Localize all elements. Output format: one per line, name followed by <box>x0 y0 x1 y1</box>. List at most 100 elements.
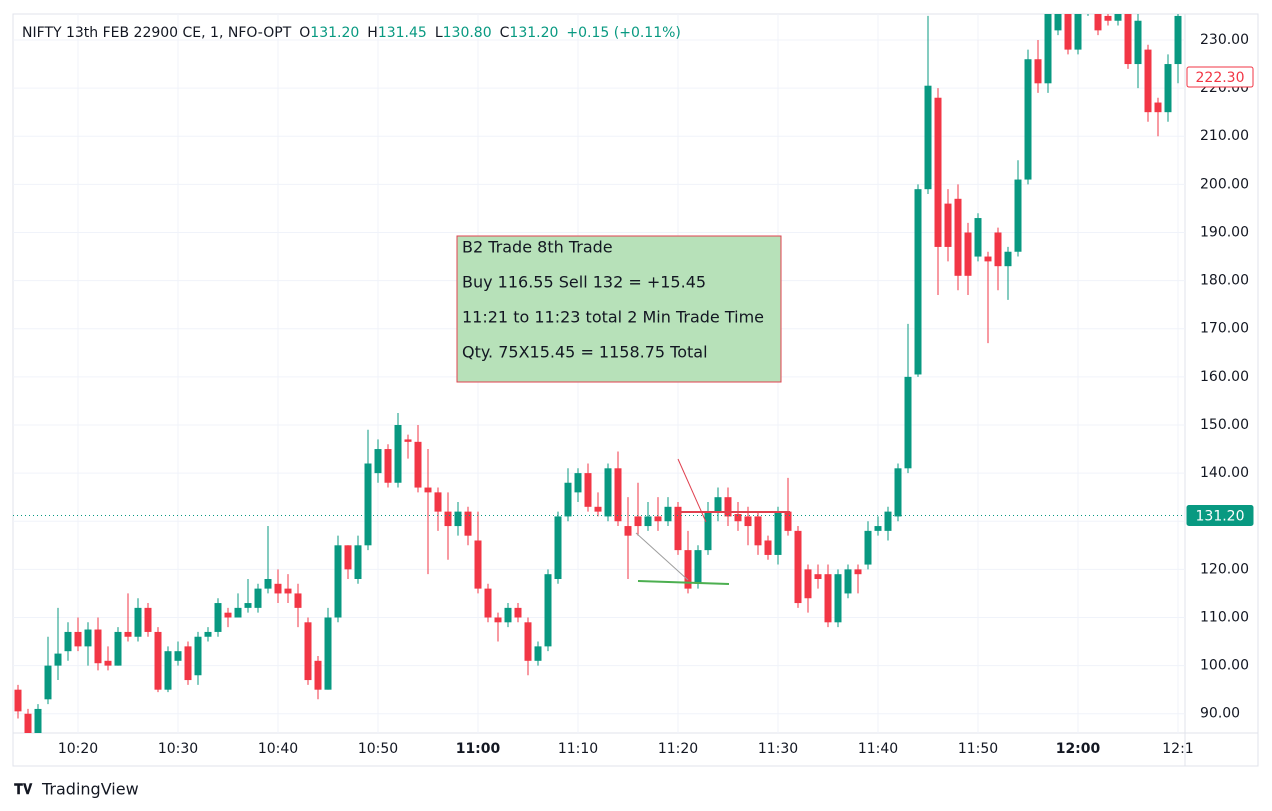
candle-body <box>1044 14 1052 84</box>
candle-body <box>964 232 972 276</box>
candle-body <box>1114 14 1122 21</box>
candle-body <box>254 588 262 608</box>
annotation-box <box>456 235 782 383</box>
candle-body <box>154 631 162 690</box>
candle-body <box>874 526 882 531</box>
x-tick-label: 10:50 <box>358 741 398 757</box>
y-tick-label: 140.00 <box>1200 465 1249 481</box>
candle-body <box>1074 14 1082 50</box>
c-key: C <box>500 25 510 41</box>
arrow-line <box>635 532 689 581</box>
y-tick-label: 210.00 <box>1200 128 1249 144</box>
candle-body <box>504 607 512 623</box>
candle-body <box>584 473 592 507</box>
candle-body <box>424 487 432 493</box>
candle-body <box>624 526 632 536</box>
candle-body <box>1014 179 1022 252</box>
x-tick-label: 11:40 <box>858 741 898 757</box>
candle-body <box>1085 0 1092 11</box>
candle-body <box>354 545 362 579</box>
candle-body <box>404 439 412 442</box>
y-tick-label: 110.00 <box>1200 609 1249 625</box>
candle-body <box>994 232 1002 267</box>
candle-body <box>484 588 492 618</box>
annotation: B2 Trade 8th Trade Buy 116.55 Sell 132 = … <box>462 238 764 362</box>
candle-body <box>854 569 862 575</box>
y-tick-label: 180.00 <box>1200 273 1249 289</box>
annotation-line: B2 Trade 8th Trade <box>462 238 613 257</box>
candle-body <box>664 506 672 522</box>
y-tick-label: 230.00 <box>1200 32 1249 48</box>
candle-body <box>264 578 272 589</box>
candle-body <box>524 622 532 661</box>
candle-body <box>1134 20 1142 65</box>
candle-body <box>844 569 852 594</box>
candle-body <box>754 516 762 546</box>
candle-body <box>674 506 682 551</box>
candle-body <box>334 545 342 618</box>
o-value: 131.20 <box>310 25 359 41</box>
candle-body <box>944 203 952 247</box>
drawings <box>635 458 790 585</box>
candle-body <box>454 511 462 527</box>
y-tick-label: 90.00 <box>1200 706 1240 722</box>
change: +0.15 (+0.11%) <box>566 25 680 41</box>
candle-body <box>274 583 282 594</box>
price-badge <box>1186 66 1254 88</box>
candle-body <box>1124 14 1132 65</box>
x-tick-label: 12:00 <box>1056 741 1101 757</box>
candle-body <box>24 713 32 733</box>
candle-body <box>904 376 912 469</box>
candle-body <box>34 708 42 733</box>
candle-body <box>834 574 842 623</box>
candle-body <box>1054 14 1062 31</box>
candle-body <box>314 660 322 690</box>
header: NIFTY 13th FEB 22900 CE, 1, NFO-OPT O131.… <box>22 25 681 41</box>
candle-body <box>1094 14 1102 31</box>
price-badge-label: 131.20 <box>1196 508 1245 524</box>
l-value: 130.80 <box>443 25 492 41</box>
candle-body <box>474 540 482 589</box>
candle-body <box>1154 102 1162 113</box>
l-key: L <box>435 25 443 41</box>
candle-body <box>384 449 392 483</box>
annotation-line: Buy 116.55 Sell 132 = +15.45 <box>462 273 706 292</box>
footer: TradingView <box>41 780 139 799</box>
candle-body <box>1104 15 1112 21</box>
candle-body <box>884 511 892 531</box>
candle-body <box>1174 15 1182 65</box>
candle-body <box>104 660 112 666</box>
candle-body <box>364 463 372 546</box>
candle-body <box>124 631 132 637</box>
candle-body <box>714 497 722 512</box>
candle-body <box>684 550 692 589</box>
candle-body <box>14 689 22 712</box>
price-badge <box>1186 504 1254 526</box>
candle-body <box>184 646 192 681</box>
candle-body <box>44 665 52 700</box>
candle-body <box>784 511 792 531</box>
candle-body <box>1004 251 1012 267</box>
candle-body <box>934 97 942 247</box>
x-tick-label: 12:1 <box>1162 741 1193 757</box>
candle-body <box>494 617 502 623</box>
candle-body <box>514 607 522 618</box>
candle-body <box>1064 14 1072 50</box>
o-key: O <box>299 25 310 41</box>
candle-body <box>434 492 442 512</box>
candle-body <box>1164 64 1172 113</box>
frame <box>12 13 1259 767</box>
candle-body <box>344 545 352 570</box>
candle-body <box>864 530 872 565</box>
candle-body <box>764 540 772 555</box>
candle-body <box>114 631 122 666</box>
x-tick-label: 10:20 <box>58 741 98 757</box>
candle-body <box>614 468 622 522</box>
h-key: H <box>367 25 378 41</box>
candle-body <box>94 629 102 664</box>
x-tick-label: 10:30 <box>158 741 198 757</box>
candle-body <box>974 218 982 257</box>
logo: 𝐓𝐕 <box>14 782 33 798</box>
candle-body <box>534 646 542 661</box>
